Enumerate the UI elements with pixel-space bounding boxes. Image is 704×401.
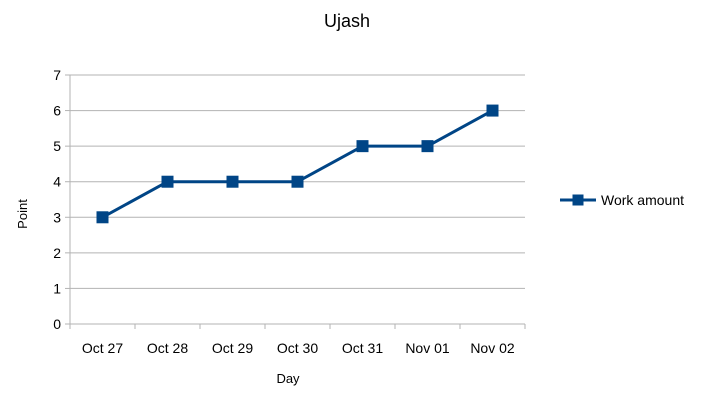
y-tick-labels: 0 1 2 3 4 5 6 7 — [53, 67, 61, 332]
data-point-marker — [226, 175, 239, 188]
y-tick-label: 0 — [53, 316, 61, 332]
x-axis-title: Day — [276, 371, 300, 386]
y-tick-label: 6 — [53, 103, 61, 119]
y-tick-label: 2 — [53, 245, 61, 261]
gridlines — [70, 74, 525, 289]
data-point-marker — [356, 140, 369, 153]
x-tick-label: Oct 28 — [147, 340, 188, 356]
chart-title: Ujash — [324, 11, 370, 31]
x-tick-labels: Oct 27 Oct 28 Oct 29 Oct 30 Oct 31 Nov 01 Nov … — [82, 340, 515, 356]
legend: Work amount — [560, 192, 684, 208]
x-tick-label: Oct 31 — [342, 340, 383, 356]
axes — [65, 74, 526, 329]
x-tick-label: Oct 30 — [277, 340, 318, 356]
y-tick-label: 1 — [53, 280, 61, 296]
y-tick-label: 4 — [53, 174, 61, 190]
legend-label: Work amount — [601, 192, 684, 208]
series-line-0 — [101, 109, 494, 219]
y-tick-label: 5 — [53, 138, 61, 154]
data-point-marker — [421, 140, 434, 153]
data-point-marker — [291, 175, 304, 188]
data-point-marker — [96, 211, 109, 224]
legend-marker-swatch — [572, 194, 584, 206]
y-tick-label: 3 — [53, 209, 61, 225]
data-series — [96, 104, 499, 224]
data-point-marker — [161, 175, 174, 188]
y-axis-title: Point — [15, 199, 30, 229]
x-tick-label: Nov 01 — [405, 340, 450, 356]
x-tick-label: Oct 29 — [212, 340, 253, 356]
x-tick-label: Nov 02 — [470, 340, 515, 356]
data-point-marker — [486, 104, 499, 117]
y-tick-label: 7 — [53, 67, 61, 83]
x-tick-label: Oct 27 — [82, 340, 123, 356]
